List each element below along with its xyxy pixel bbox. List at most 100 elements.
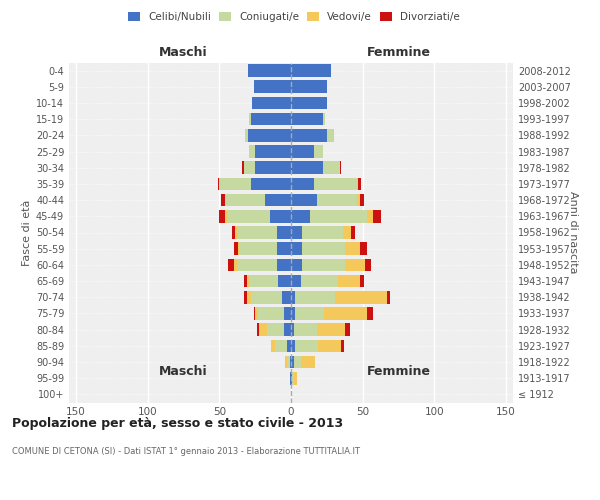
Bar <box>302 242 346 255</box>
Bar <box>277 242 291 255</box>
Bar <box>373 210 381 222</box>
Bar <box>358 178 361 190</box>
Bar <box>357 194 360 206</box>
Bar <box>244 275 247 287</box>
Bar <box>338 275 360 287</box>
Bar <box>291 275 301 287</box>
Bar <box>266 324 284 336</box>
Legend: Celibi/Nubili, Coniugati/e, Vedovi/e, Divorziati/e: Celibi/Nubili, Coniugati/e, Vedovi/e, Di… <box>124 8 464 26</box>
Bar <box>291 162 323 174</box>
Bar <box>244 291 247 304</box>
Bar <box>227 210 269 222</box>
Bar <box>235 226 236 239</box>
Bar <box>294 356 301 368</box>
Bar <box>302 226 343 239</box>
Bar <box>220 178 251 190</box>
Bar <box>292 372 294 384</box>
Bar <box>271 340 275 352</box>
Bar <box>251 291 283 304</box>
Bar <box>291 145 314 158</box>
Bar <box>255 145 291 158</box>
Bar <box>365 258 371 271</box>
Bar <box>284 307 291 320</box>
Bar <box>225 194 265 206</box>
Bar <box>218 178 220 190</box>
Bar <box>310 210 367 222</box>
Bar <box>254 307 255 320</box>
Bar <box>228 258 234 271</box>
Bar <box>291 129 327 141</box>
Bar <box>287 356 290 368</box>
Text: COMUNE DI CETONA (SI) - Dati ISTAT 1° gennaio 2013 - Elaborazione TUTTITALIA.IT: COMUNE DI CETONA (SI) - Dati ISTAT 1° ge… <box>12 448 360 456</box>
Bar <box>291 291 295 304</box>
Bar <box>346 324 350 336</box>
Bar <box>244 162 255 174</box>
Y-axis label: Anni di nascita: Anni di nascita <box>568 191 578 274</box>
Bar <box>351 226 355 239</box>
Bar <box>221 194 225 206</box>
Bar <box>291 340 295 352</box>
Bar <box>360 242 367 255</box>
Bar <box>245 129 248 141</box>
Bar <box>323 162 340 174</box>
Bar <box>360 194 364 206</box>
Bar <box>254 80 291 93</box>
Text: Femmine: Femmine <box>367 365 430 378</box>
Bar <box>341 340 344 352</box>
Bar <box>250 113 251 126</box>
Bar <box>317 324 346 336</box>
Bar <box>360 275 364 287</box>
Bar <box>248 64 291 77</box>
Bar <box>367 307 373 320</box>
Bar <box>247 291 251 304</box>
Bar <box>250 275 278 287</box>
Bar <box>285 356 287 368</box>
Bar <box>301 356 316 368</box>
Bar <box>291 242 302 255</box>
Bar <box>247 275 250 287</box>
Bar <box>257 324 259 336</box>
Bar <box>301 275 338 287</box>
Bar <box>251 178 291 190</box>
Bar <box>277 226 291 239</box>
Bar <box>367 210 373 222</box>
Bar <box>287 340 291 352</box>
Bar <box>291 307 295 320</box>
Bar <box>324 307 367 320</box>
Bar <box>284 324 291 336</box>
Bar <box>346 258 365 271</box>
Bar <box>295 291 335 304</box>
Bar <box>323 113 325 126</box>
Bar <box>238 242 239 255</box>
Bar <box>357 178 358 190</box>
Bar <box>255 162 291 174</box>
Bar <box>236 258 277 271</box>
Bar <box>251 113 291 126</box>
Bar <box>225 210 227 222</box>
Bar <box>258 307 284 320</box>
Bar <box>283 291 291 304</box>
Bar <box>294 324 317 336</box>
Bar <box>291 64 331 77</box>
Bar <box>346 242 360 255</box>
Bar <box>265 194 291 206</box>
Bar <box>295 307 324 320</box>
Bar <box>291 113 323 126</box>
Bar <box>291 210 310 222</box>
Bar <box>327 129 332 141</box>
Bar <box>314 145 323 158</box>
Bar <box>255 307 258 320</box>
Bar <box>234 242 238 255</box>
Bar <box>269 210 291 222</box>
Bar <box>302 258 346 271</box>
Bar <box>291 80 327 93</box>
Bar <box>387 291 390 304</box>
Bar <box>340 162 341 174</box>
Bar <box>291 226 302 239</box>
Bar <box>242 162 244 174</box>
Bar <box>318 340 341 352</box>
Bar <box>332 129 334 141</box>
Bar <box>335 291 387 304</box>
Text: Maschi: Maschi <box>159 46 208 59</box>
Bar <box>220 210 225 222</box>
